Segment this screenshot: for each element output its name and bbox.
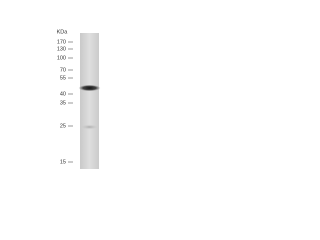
marker-label: 35 bbox=[60, 100, 66, 106]
marker-label: 130 bbox=[57, 46, 66, 52]
marker-label: 25 bbox=[60, 123, 66, 129]
unit-label: KDa bbox=[57, 29, 69, 35]
marker-label: 70 bbox=[60, 67, 66, 73]
gel-lane bbox=[80, 33, 99, 169]
marker-label: 15 bbox=[60, 159, 66, 165]
faint-band bbox=[80, 124, 99, 130]
marker-label: 40 bbox=[60, 91, 66, 97]
marker-label: 170 bbox=[57, 39, 66, 45]
marker-label: 55 bbox=[60, 75, 66, 81]
protein-band bbox=[78, 84, 101, 92]
marker-label: 100 bbox=[57, 55, 66, 61]
